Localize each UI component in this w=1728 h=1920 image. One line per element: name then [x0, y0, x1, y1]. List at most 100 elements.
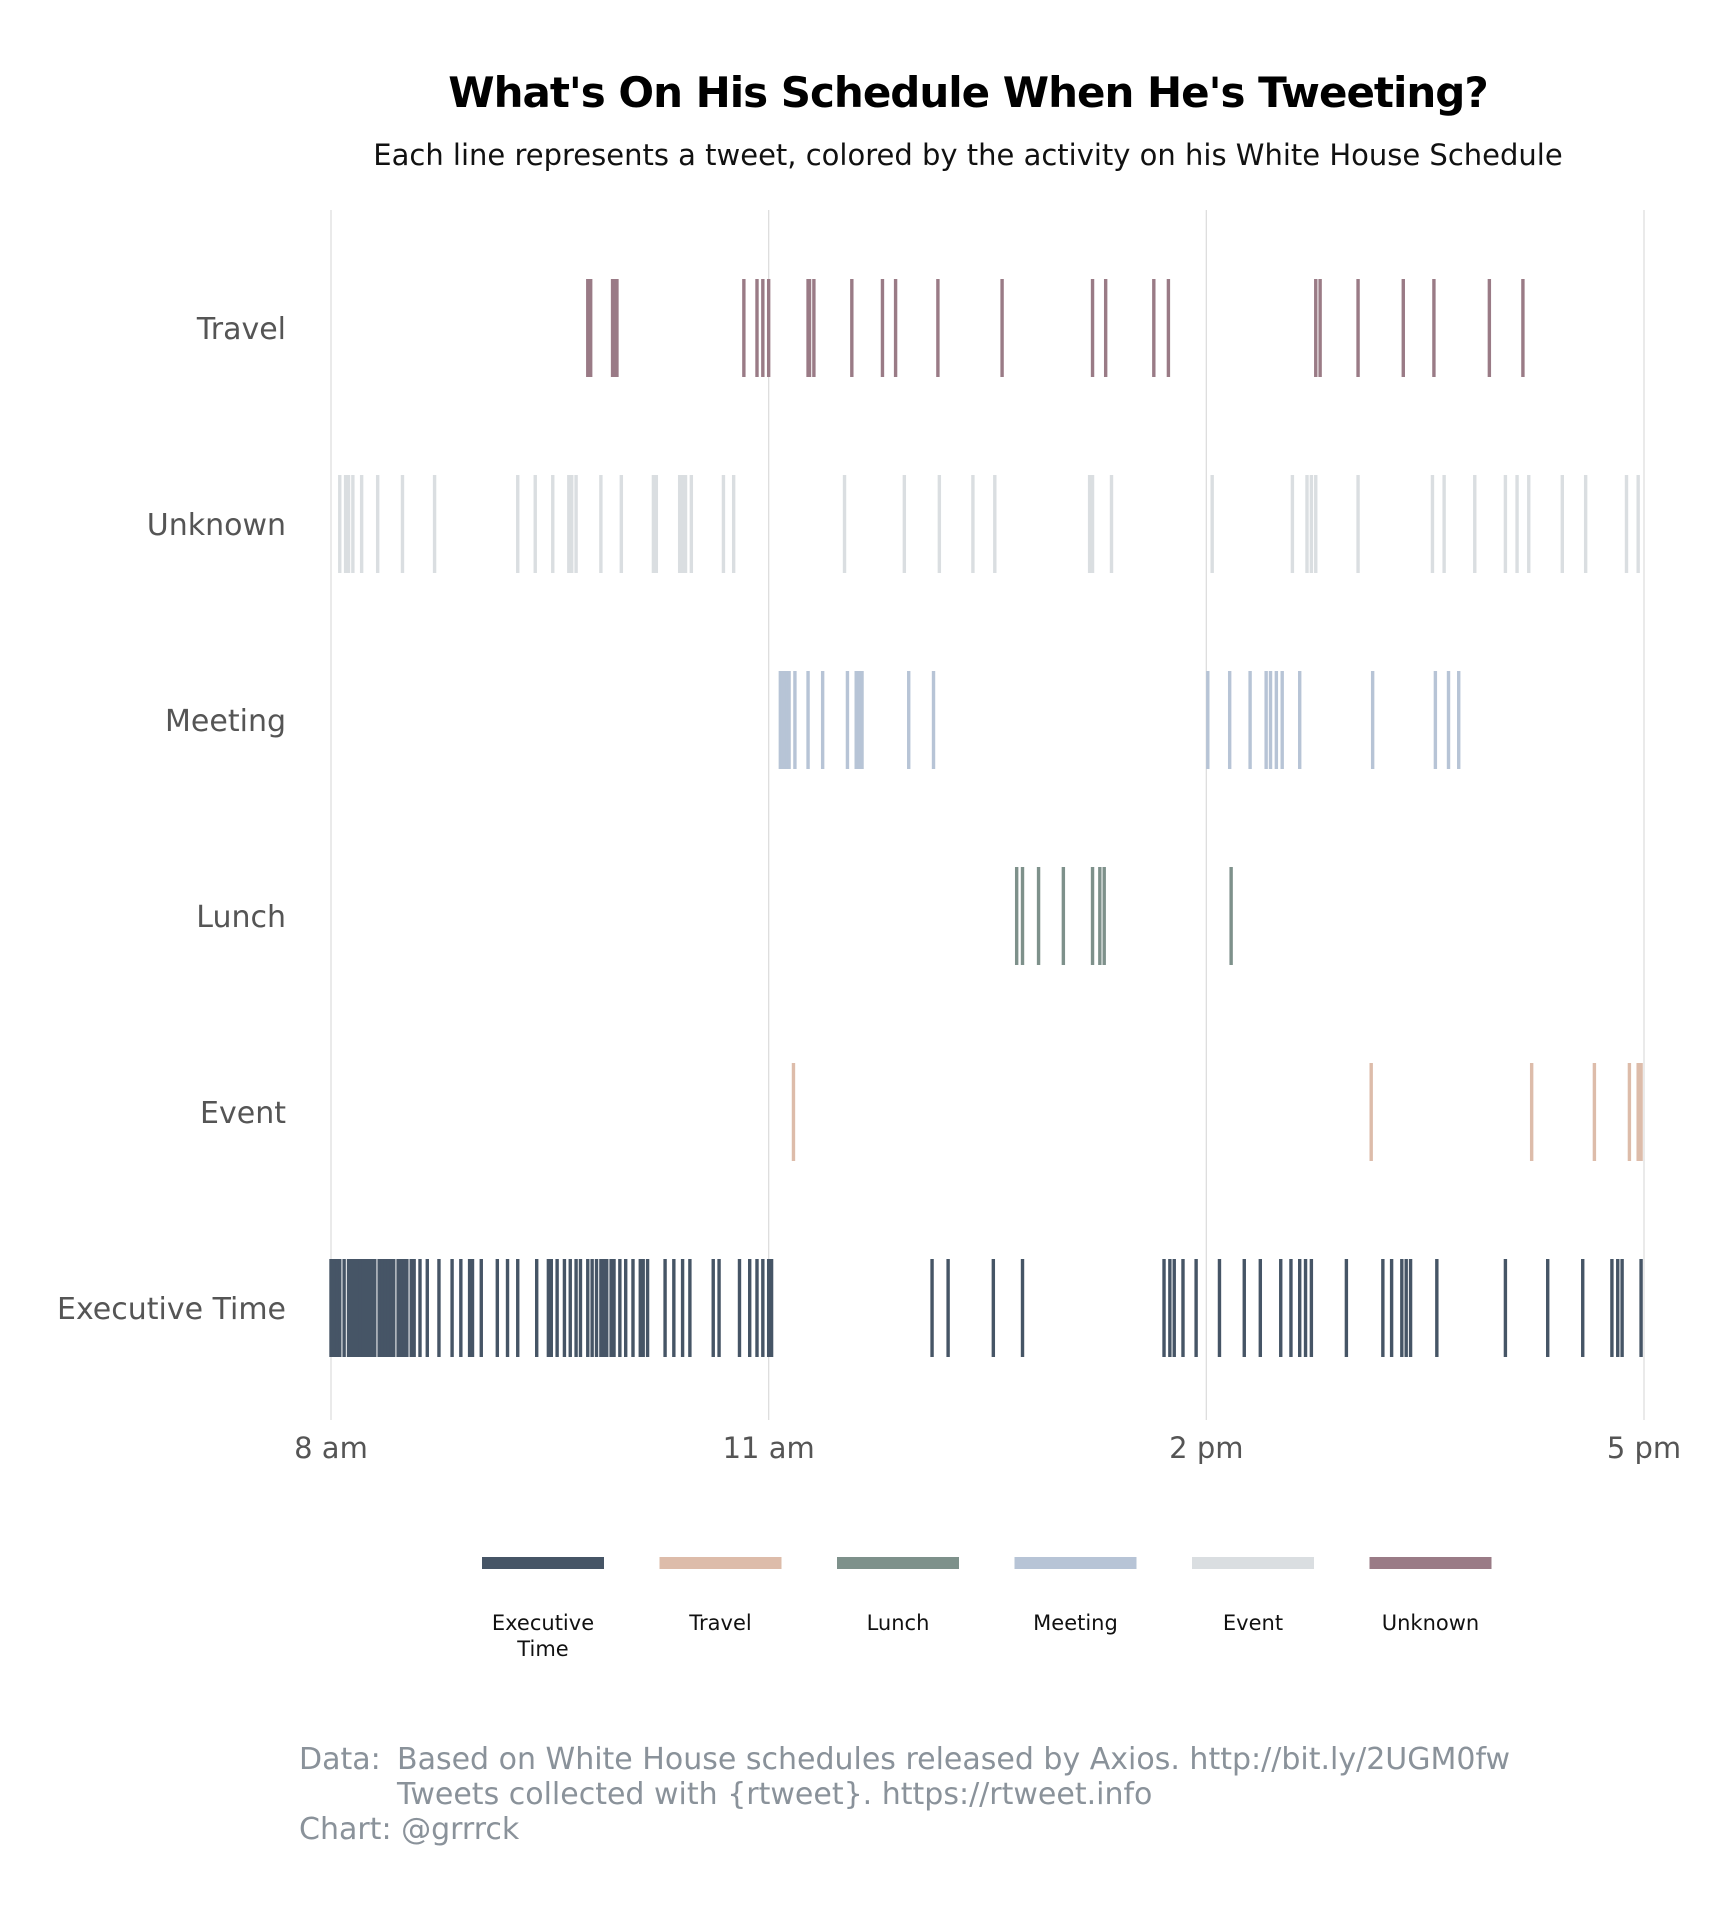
tweet-tick	[467, 1259, 472, 1357]
tweet-tick	[392, 1259, 396, 1357]
tweet-tick	[711, 1259, 715, 1357]
tweet-tick	[562, 1259, 567, 1357]
tweet-tick	[389, 1259, 393, 1357]
tweet-tick	[1442, 475, 1446, 573]
tweet-tick	[343, 475, 348, 573]
tweet-tick	[609, 1259, 613, 1357]
tweet-tick	[412, 1259, 416, 1357]
tweet-tick	[1227, 671, 1232, 769]
tweet-tick	[342, 1259, 346, 1357]
tweet-tick	[680, 475, 685, 573]
tweet-tick	[1102, 867, 1106, 965]
tweet-tick	[1152, 279, 1156, 377]
tweet-tick	[737, 1259, 742, 1357]
tweet-tick	[555, 1259, 559, 1357]
tweet-tick	[672, 1259, 676, 1357]
tweet-tick	[590, 1259, 594, 1357]
tweet-tick	[1172, 1259, 1176, 1357]
tweet-tick	[594, 1259, 599, 1357]
tweet-tick	[1503, 475, 1508, 573]
legend-swatch	[1192, 1557, 1314, 1569]
tweet-tick	[425, 1259, 429, 1357]
tweet-tick	[931, 671, 936, 769]
tweet-tick	[1620, 1259, 1624, 1357]
tweet-tick	[409, 1259, 413, 1357]
tweet-tick	[329, 1259, 333, 1357]
tweet-tick	[567, 475, 571, 573]
chart-title: What's On His Schedule When He's Tweetin…	[448, 68, 1488, 117]
tweet-tick	[1636, 1063, 1640, 1161]
tweet-tick	[946, 1259, 950, 1357]
tweet-tick	[355, 1259, 359, 1357]
x-tick-label: 5 pm	[1607, 1431, 1681, 1465]
tweet-tick	[755, 1259, 759, 1357]
tweet-tick	[1560, 475, 1565, 573]
tweet-tick	[1314, 475, 1318, 573]
tweet-tick	[1309, 475, 1314, 573]
caption-data-key: Data:	[299, 1742, 381, 1777]
tweet-tick	[351, 475, 355, 573]
tweet-tick	[405, 1259, 409, 1357]
row-label: Travel	[196, 312, 286, 347]
tweet-tick	[731, 475, 736, 573]
tweet-tick	[1090, 279, 1095, 377]
tweet-tick	[623, 1259, 628, 1357]
tweet-tick	[1229, 867, 1233, 965]
tweet-tick	[359, 475, 364, 573]
caption-row-2: Tweets collected with {rtweet}. https://…	[299, 1777, 1510, 1812]
row-label: Executive Time	[57, 1292, 286, 1327]
tweet-tick	[1280, 671, 1284, 769]
tweet-tick	[599, 1259, 603, 1357]
caption-row-3: Chart: @grrrck	[299, 1812, 1510, 1847]
row-label: Meeting	[165, 704, 286, 739]
tweet-tick	[902, 475, 907, 573]
tweet-tick	[857, 671, 861, 769]
tweet-tick	[1020, 867, 1025, 965]
tweet-tick	[1639, 1063, 1643, 1161]
tweet-tick	[551, 475, 555, 573]
legend-swatch	[482, 1557, 604, 1569]
tweet-tick	[1162, 1259, 1166, 1357]
row-label: Unknown	[147, 508, 286, 543]
tweet-tick	[1014, 867, 1019, 965]
x-tick-label: 11 am	[723, 1431, 815, 1465]
tweet-tick	[1356, 279, 1360, 377]
legend-label: Meeting	[1033, 1611, 1118, 1635]
legend-swatch	[837, 1557, 959, 1569]
tweet-tick	[683, 475, 688, 573]
tweet-tick	[860, 671, 864, 769]
tweet-tick	[574, 1259, 578, 1357]
tweet-tick	[1090, 867, 1095, 965]
tweet-tick	[479, 1259, 483, 1357]
tweet-tick	[1289, 1259, 1293, 1357]
tweet-tick	[1103, 279, 1108, 377]
tweet-tick	[1400, 1259, 1404, 1357]
tweet-tick	[761, 279, 765, 377]
tweet-tick	[1000, 279, 1004, 377]
tweet-tick	[641, 1259, 645, 1357]
tweet-tick	[1616, 1259, 1620, 1357]
tweet-tick	[338, 1259, 342, 1357]
tweet-tick	[755, 279, 759, 377]
tweet-tick	[1098, 867, 1102, 965]
tweet-tick	[1274, 671, 1279, 769]
tweet-tick	[806, 671, 810, 769]
tweet-tick	[618, 1259, 622, 1357]
tweet-tick	[437, 1259, 441, 1357]
tweet-tick	[459, 1259, 463, 1357]
tweet-tick	[1401, 279, 1405, 377]
tweet-tick	[380, 1259, 384, 1357]
tweet-tick	[1639, 1259, 1643, 1357]
tweet-tick	[1430, 475, 1435, 573]
tweet-tick	[396, 1259, 400, 1357]
tweet-tick	[599, 475, 603, 573]
tweet-tick	[338, 475, 342, 573]
tweet-tick	[1408, 1259, 1413, 1357]
tweet-tick	[1166, 279, 1171, 377]
tweet-tick	[602, 1259, 606, 1357]
tweet-tick	[1242, 1259, 1246, 1357]
tweet-tick	[533, 475, 537, 573]
tweet-tick	[1168, 1259, 1172, 1357]
tweet-tick	[937, 475, 942, 573]
tweet-tick	[1521, 279, 1525, 377]
